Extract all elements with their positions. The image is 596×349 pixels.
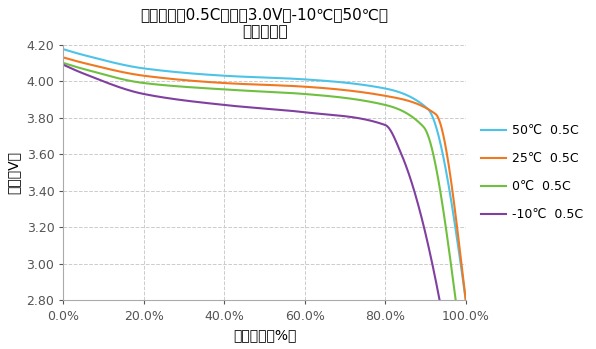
-10℃  0.5C xyxy=(353,116,361,120)
25℃  0.5C xyxy=(60,55,67,60)
0℃  0.5C xyxy=(366,99,373,104)
25℃  0.5C xyxy=(381,94,388,98)
-10℃  0.5C xyxy=(436,298,443,303)
0℃  0.5C xyxy=(219,87,226,91)
25℃  0.5C xyxy=(101,66,108,70)
-10℃  0.5C xyxy=(212,102,219,106)
0℃  0.5C xyxy=(452,298,460,303)
25℃  0.5C xyxy=(336,88,343,92)
Title: 不同温度下0.5C放电到3.0V（-10℃到50℃）
的放电曲线: 不同温度下0.5C放电到3.0V（-10℃到50℃） 的放电曲线 xyxy=(141,7,389,39)
-10℃  0.5C xyxy=(60,63,67,67)
50℃  0.5C xyxy=(237,74,244,79)
50℃  0.5C xyxy=(101,58,108,62)
-10℃  0.5C xyxy=(360,117,367,121)
25℃  0.5C xyxy=(237,82,244,86)
Line: 50℃  0.5C: 50℃ 0.5C xyxy=(63,49,466,300)
50℃  0.5C xyxy=(336,80,343,84)
Line: -10℃  0.5C: -10℃ 0.5C xyxy=(63,65,440,300)
25℃  0.5C xyxy=(462,298,470,303)
0℃  0.5C xyxy=(373,101,380,105)
Legend: 50℃  0.5C, 25℃  0.5C, 0℃  0.5C, -10℃  0.5C: 50℃ 0.5C, 25℃ 0.5C, 0℃ 0.5C, -10℃ 0.5C xyxy=(476,119,588,226)
Line: 25℃  0.5C: 25℃ 0.5C xyxy=(63,58,466,300)
X-axis label: 放电效率（%）: 放电效率（%） xyxy=(233,328,296,342)
0℃  0.5C xyxy=(329,95,336,99)
0℃  0.5C xyxy=(100,72,107,76)
0℃  0.5C xyxy=(232,88,240,92)
-10℃  0.5C xyxy=(318,112,325,116)
-10℃  0.5C xyxy=(98,79,105,83)
50℃  0.5C xyxy=(222,74,229,78)
Y-axis label: 电压（V）: 电压（V） xyxy=(7,151,21,194)
25℃  0.5C xyxy=(374,92,381,97)
50℃  0.5C xyxy=(462,298,470,303)
50℃  0.5C xyxy=(381,86,388,90)
Line: 0℃  0.5C: 0℃ 0.5C xyxy=(63,63,456,300)
0℃  0.5C xyxy=(60,61,67,65)
50℃  0.5C xyxy=(374,85,381,89)
25℃  0.5C xyxy=(222,81,229,85)
-10℃  0.5C xyxy=(225,103,232,107)
50℃  0.5C xyxy=(60,47,67,51)
